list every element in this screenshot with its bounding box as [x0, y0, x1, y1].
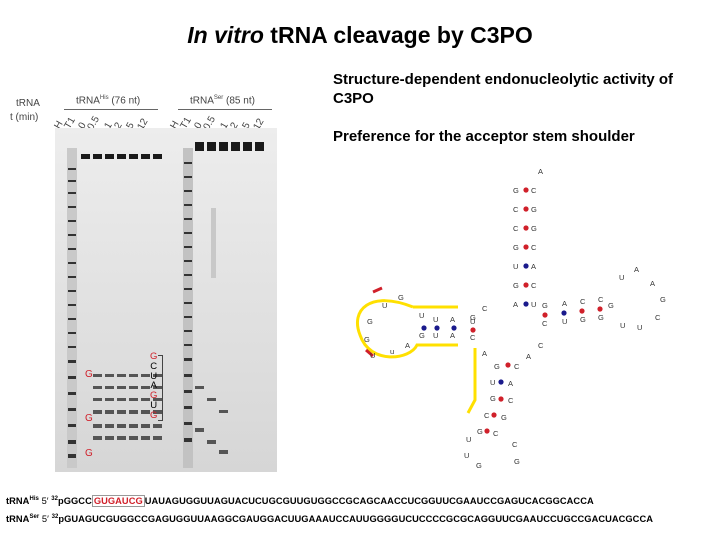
- svg-text:C: C: [538, 341, 544, 350]
- g-marker: G: [85, 369, 93, 380]
- svg-text:A: A: [531, 262, 536, 271]
- sequence-his: tRNAHis 5′ 32pGGCC GUGAUCG UAUAGUGGUUAGUAC…: [6, 495, 594, 508]
- svg-text:G: G: [531, 205, 537, 214]
- svg-text:U: U: [513, 262, 518, 271]
- svg-text:U: U: [490, 378, 495, 387]
- svg-text:U: U: [466, 435, 471, 444]
- svg-text:G: G: [598, 313, 604, 322]
- svg-text:G: G: [514, 457, 520, 466]
- sequence-ser: tRNASer 5′ 32pGUAGUCGUGGCCGAGUGGUUAAGGCG…: [6, 514, 653, 525]
- svg-text:C: C: [580, 297, 586, 306]
- svg-text:G: G: [513, 186, 519, 195]
- title-italic: In vitro: [187, 22, 264, 48]
- svg-text:U: U: [433, 315, 438, 324]
- gel-image: [55, 128, 277, 472]
- svg-text:U: U: [470, 317, 475, 326]
- svg-text:C: C: [493, 429, 499, 438]
- svg-text:G: G: [608, 301, 614, 310]
- svg-text:A: A: [562, 299, 567, 308]
- svg-text:C: C: [531, 243, 537, 252]
- svg-text:U: U: [370, 351, 375, 360]
- svg-text:C: C: [514, 362, 520, 371]
- svg-text:C: C: [598, 295, 604, 304]
- svg-text:G: G: [490, 394, 496, 403]
- group-label-ser: tRNASer (85 nt): [190, 95, 255, 107]
- cleavage-region-box: GUGAUCG: [91, 495, 145, 508]
- svg-text:A: A: [513, 300, 518, 309]
- slide-title: In vitro tRNA cleavage by C3PO: [0, 22, 720, 49]
- svg-text:U: U: [531, 300, 536, 309]
- svg-text:A: A: [405, 341, 410, 350]
- svg-text:G: G: [398, 293, 404, 302]
- svg-text:G: G: [580, 315, 586, 324]
- svg-text:C: C: [513, 224, 519, 233]
- svg-text:A: A: [450, 315, 455, 324]
- svg-text:G: G: [419, 331, 425, 340]
- svg-text:G: G: [364, 335, 370, 344]
- svg-text:A: A: [526, 352, 531, 361]
- svg-text:A: A: [482, 349, 487, 358]
- svg-text:U: U: [637, 323, 642, 332]
- svg-text:C: C: [484, 411, 490, 420]
- svg-text:C: C: [531, 281, 537, 290]
- svg-text:C: C: [655, 313, 661, 322]
- svg-text:G: G: [477, 427, 483, 436]
- svg-text:C: C: [482, 304, 488, 313]
- svg-text:G: G: [542, 301, 548, 310]
- svg-text:G: G: [513, 243, 519, 252]
- cut-bracket: [158, 355, 163, 421]
- svg-text:U: U: [419, 311, 424, 320]
- svg-text:G: G: [531, 224, 537, 233]
- svg-text:u: u: [390, 347, 394, 356]
- svg-text:A: A: [450, 331, 455, 340]
- bullet-2: Preference for the acceptor stem shoulde…: [333, 128, 635, 145]
- g-marker: G: [85, 448, 93, 459]
- svg-text:C: C: [470, 333, 476, 342]
- svg-text:U: U: [464, 451, 469, 460]
- svg-text:G: G: [494, 362, 500, 371]
- svg-text:C: C: [513, 205, 519, 214]
- gel-figure: tRNA t (min) tRNAHis (76 nt) tRNASer (85…: [0, 0, 300, 480]
- group-line-ser: [178, 109, 272, 110]
- svg-text:U: U: [562, 317, 567, 326]
- row-label-time: t (min): [10, 112, 39, 123]
- svg-text:U: U: [620, 321, 625, 330]
- bullet-list: Structure-dependent endonucleolytic acti…: [333, 70, 693, 165]
- g-marker: G: [85, 413, 93, 424]
- row-label-trna: tRNA: [16, 98, 40, 109]
- svg-text:G: G: [367, 317, 373, 326]
- title-rest: tRNA cleavage by C3PO: [263, 22, 533, 48]
- cut-site-sequence: G C U A G U G: [150, 351, 158, 421]
- svg-text:C: C: [531, 186, 537, 195]
- group-label-his: tRNAHis (76 nt): [76, 95, 141, 107]
- svg-text:G: G: [470, 313, 476, 322]
- svg-text:U: U: [619, 273, 624, 282]
- bullet-1: Structure-dependent endonucleolytic acti…: [333, 71, 674, 107]
- svg-text:C: C: [512, 440, 518, 449]
- group-line-his: [64, 109, 158, 110]
- svg-text:U: U: [433, 331, 438, 340]
- svg-text:G: G: [513, 281, 519, 290]
- svg-text:C: C: [542, 319, 548, 328]
- svg-text:A: A: [650, 279, 655, 288]
- svg-text:G: G: [660, 295, 666, 304]
- svg-text:G: G: [501, 413, 507, 422]
- svg-text:C: C: [508, 396, 514, 405]
- svg-text:A: A: [508, 379, 513, 388]
- svg-text:U: U: [382, 301, 387, 310]
- svg-text:A: A: [634, 265, 639, 274]
- svg-text:G: G: [476, 461, 482, 470]
- svg-text:A: A: [538, 167, 543, 176]
- sequence-block: tRNAHis 5′ 32pGGCC GUGAUCG UAUAGUGGUUAGUAC…: [6, 490, 653, 526]
